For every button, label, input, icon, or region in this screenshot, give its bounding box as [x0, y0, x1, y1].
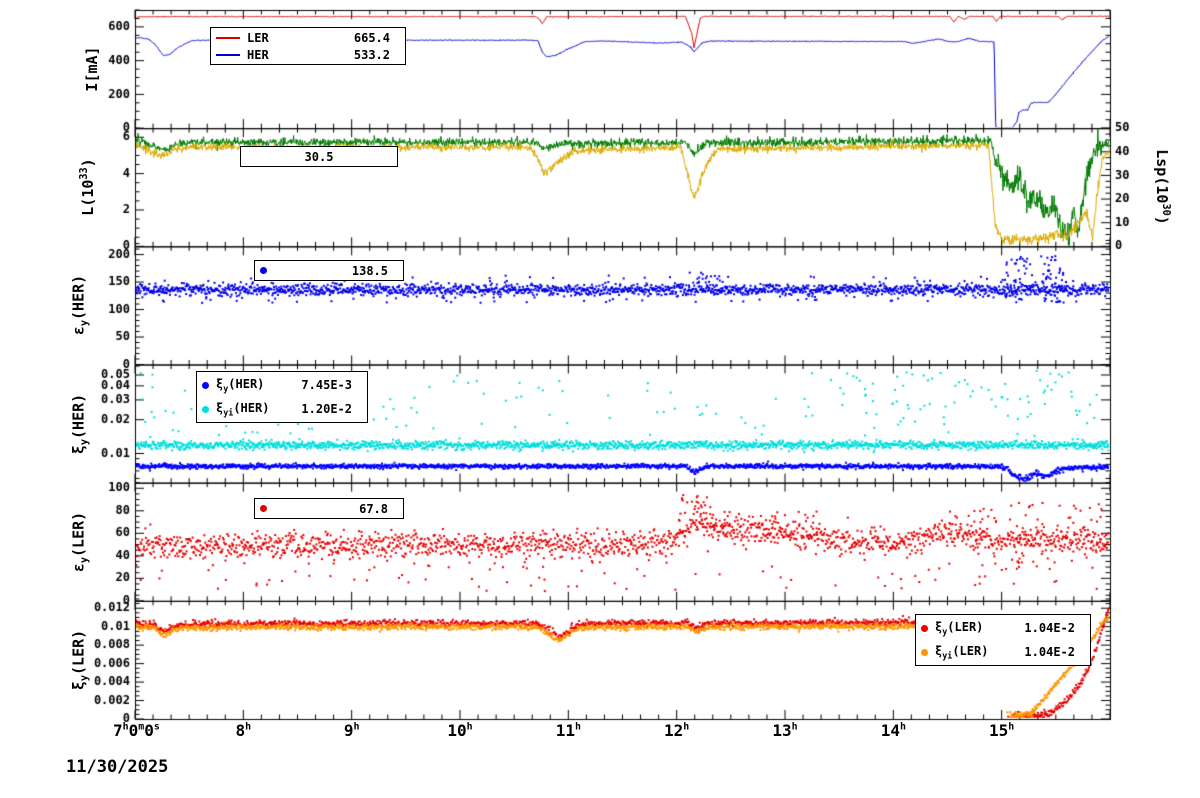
current-legend: LER 665.4 HER 533.2: [210, 27, 406, 65]
luminosity-axis-title: L(1033): [79, 158, 97, 216]
legend-value: 138.5: [351, 263, 388, 278]
legend-value: 7.45E-3: [301, 378, 352, 392]
xiy-ler-dot-marker: [921, 624, 928, 632]
emittance-ler-legend: 67.8: [254, 498, 404, 519]
x-tick-label: 9h: [343, 721, 360, 740]
ler-line-marker: [216, 36, 240, 39]
beam-beam-her-axis-title: ξy(HER): [69, 393, 91, 455]
xiyi-her-dot-marker: [202, 405, 209, 413]
x-tick-label: 11h: [555, 721, 581, 740]
legend-row: ξyi(LER) 1.04E-2: [921, 641, 1085, 663]
legend-value: 1.20E-2: [301, 402, 352, 416]
legend-row: 30.5: [246, 148, 392, 165]
beam-beam-her-legend: ξy(HER) 7.45E-3 ξyi(HER) 1.20E-2: [196, 371, 368, 423]
current-axis-title: I[mA]: [83, 46, 101, 92]
legend-label: ξy(LER): [935, 619, 984, 637]
emittance-her-axis-title: εy(HER): [69, 274, 91, 336]
legend-label: LER: [247, 30, 269, 45]
date-label: 11/30/2025: [66, 757, 169, 777]
xiy-her-dot-marker: [202, 381, 209, 389]
legend-row: 138.5: [260, 262, 398, 279]
legend-label: ξy(HER): [216, 376, 265, 394]
x-tick-label: 12h: [664, 721, 690, 740]
legend-label: ξyi(HER): [216, 400, 270, 418]
beam-beam-ler-legend: ξy(LER) 1.04E-2 ξyi(LER) 1.04E-2: [915, 614, 1091, 666]
legend-value: 533.2: [353, 47, 390, 62]
legend-value: 1.04E-2: [1024, 621, 1075, 635]
legend-value: 30.5: [304, 149, 334, 164]
xiyi-ler-dot-marker: [921, 648, 928, 656]
emittance-ler-axis-title: εy(LER): [69, 511, 91, 573]
legend-row: ξy(LER) 1.04E-2: [921, 617, 1085, 639]
emittance-ler-dot-marker: [260, 505, 267, 512]
legend-row: 67.8: [260, 500, 398, 517]
x-tick-label: 10h: [447, 721, 473, 740]
legend-row: HER 533.2: [216, 46, 400, 63]
legend-row: ξyi(HER) 1.20E-2: [202, 398, 362, 420]
legend-label: HER: [247, 47, 269, 62]
emittance-her-dot-marker: [260, 267, 267, 274]
legend-value: 665.4: [353, 30, 390, 45]
legend-row: ξy(HER) 7.45E-3: [202, 374, 362, 396]
x-tick-label: 8h: [235, 721, 252, 740]
legend-label: ξyi(LER): [935, 643, 989, 661]
beam-beam-ler-axis-title: ξy(LER): [69, 629, 91, 691]
emittance-her-legend: 138.5: [254, 260, 404, 281]
legend-value: 1.04E-2: [1024, 645, 1075, 659]
her-line-marker: [216, 53, 240, 56]
x-tick-label: 14h: [880, 721, 906, 740]
specific-luminosity-axis-title: Lsp(1030): [1153, 149, 1171, 225]
legend-value: 67.8: [359, 501, 388, 516]
x-tick-label: 15h: [989, 721, 1015, 740]
luminosity-legend: 30.5: [240, 146, 398, 167]
x-tick-label: 13h: [772, 721, 798, 740]
legend-row: LER 665.4: [216, 29, 400, 46]
x-tick-label: 7h0m0s: [113, 721, 160, 740]
